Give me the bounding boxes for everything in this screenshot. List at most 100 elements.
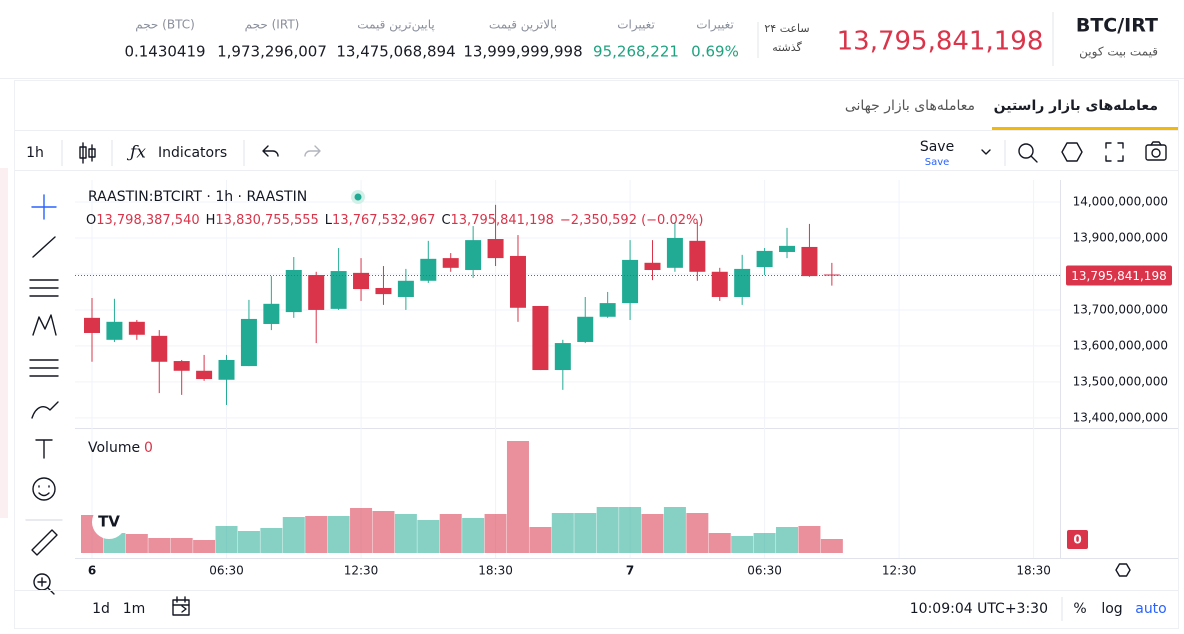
- volume-bar: [686, 513, 709, 553]
- x-tick-label: 06:30: [209, 564, 244, 578]
- screenshot[interactable]: [1145, 141, 1167, 161]
- candle-body: [599, 303, 616, 317]
- volume-bar: [148, 538, 171, 553]
- volume-bar: [282, 517, 305, 553]
- stat-label: پایین‌ترین قیمت: [357, 18, 434, 33]
- candle-body: [263, 303, 280, 324]
- trend-line-tool[interactable]: [32, 236, 56, 258]
- volume-tag-label: 0: [1073, 533, 1081, 547]
- volume-bar: [462, 518, 485, 553]
- save-menu[interactable]: [981, 149, 991, 155]
- undo[interactable]: [262, 145, 279, 157]
- volume-bar: [193, 540, 216, 553]
- save-sub: Save: [925, 157, 950, 168]
- date-range[interactable]: [172, 596, 190, 616]
- volume-bar: [574, 513, 597, 553]
- x-tick-label: 12:30: [344, 564, 379, 578]
- volume-bar: [350, 508, 373, 553]
- projection-tool[interactable]: [29, 359, 59, 377]
- volume-bar: [798, 526, 821, 553]
- tab-underline: [992, 127, 1178, 130]
- ohlc-value: 13,767,532,967: [332, 213, 435, 228]
- stat-label: بالاترین قیمت: [489, 18, 557, 33]
- volume-bar: [170, 538, 193, 553]
- tv-logo: TV: [92, 505, 126, 539]
- volume-title: Volume: [88, 440, 140, 456]
- tab-active[interactable]: معامله‌های بازار راستین: [994, 98, 1158, 114]
- stat-value: 0.69%: [691, 43, 739, 61]
- stat-label: تغییرات: [617, 18, 655, 33]
- volume-bar: [260, 528, 283, 553]
- stat-label: تغییرات: [696, 18, 734, 33]
- tab[interactable]: معامله‌های بازار جهانی: [845, 98, 975, 114]
- candle-body: [554, 343, 571, 371]
- candle-body: [442, 258, 459, 268]
- stat-value: 0.1430419: [124, 43, 205, 61]
- volume-value: 0: [144, 440, 153, 456]
- redo[interactable]: [304, 145, 321, 157]
- candle-body: [779, 245, 796, 252]
- range[interactable]: 1m: [123, 601, 146, 617]
- volume-bar: [237, 531, 260, 553]
- candle-body: [218, 359, 235, 380]
- volume-bar: [596, 507, 619, 553]
- candle-body: [577, 316, 594, 342]
- interval[interactable]: 1h: [26, 145, 44, 161]
- indicators[interactable]: Indicators: [158, 145, 227, 161]
- candle-body: [465, 240, 482, 270]
- volume-bar: [439, 514, 462, 553]
- stat-label: حجم (IRT): [245, 18, 300, 32]
- y-tick-label: 14,000,000,000: [1073, 194, 1168, 208]
- side-strip: [0, 168, 8, 518]
- volume-bar: [820, 539, 843, 553]
- ohlc-key: L: [325, 213, 333, 228]
- axis-settings[interactable]: [1115, 563, 1131, 577]
- emoji-face: [38, 485, 50, 497]
- candle-body: [106, 321, 123, 340]
- fib-tool[interactable]: [29, 279, 59, 297]
- save[interactable]: Save: [920, 139, 954, 155]
- volume-bar: [417, 520, 440, 553]
- volume-bar: [327, 516, 350, 553]
- fx-icon[interactable]: ƒx: [126, 143, 146, 163]
- auto-toggle[interactable]: auto: [1135, 601, 1167, 617]
- quick-search[interactable]: [1018, 143, 1038, 163]
- stat-value: 13,999,999,998: [463, 43, 582, 61]
- volume-bar: [506, 441, 529, 553]
- candle-body: [173, 361, 190, 371]
- volume-bar: [484, 514, 507, 553]
- brush-tool[interactable]: [31, 401, 59, 419]
- percent-toggle[interactable]: %: [1073, 601, 1086, 617]
- volume-bar: [372, 511, 395, 553]
- crosshair-tool[interactable]: [31, 194, 57, 220]
- settings[interactable]: [1061, 142, 1083, 162]
- y-tick-label: 13,700,000,000: [1073, 302, 1168, 316]
- ruler-tool[interactable]: [31, 529, 58, 556]
- range[interactable]: 1d: [92, 601, 110, 617]
- period: ۲۴ ساعت: [764, 22, 809, 35]
- candle-body: [196, 370, 213, 380]
- stat-value: 1,973,296,007: [217, 43, 327, 61]
- emoji-tool[interactable]: [32, 477, 56, 501]
- candle-body: [128, 321, 145, 335]
- x-tick-label: 18:30: [1016, 564, 1051, 578]
- candle-body: [509, 255, 526, 308]
- ohlc-value: 13,795,841,198: [451, 213, 554, 228]
- candle-icon[interactable]: [79, 142, 96, 164]
- candle-body: [666, 237, 683, 268]
- text-tool[interactable]: [35, 439, 53, 459]
- log-toggle[interactable]: log: [1101, 601, 1122, 617]
- candle-body: [532, 305, 549, 371]
- volume-bar: [619, 507, 642, 553]
- labels: 14,000,000,00013,900,000,00013,800,000,0…: [86, 189, 1172, 578]
- candle-body: [622, 259, 639, 304]
- candle-body: [689, 240, 706, 272]
- pattern-tool[interactable]: [32, 314, 57, 336]
- drawing-tools: [25, 194, 63, 595]
- fullscreen[interactable]: [1105, 142, 1124, 162]
- y-tick-label: 13,600,000,000: [1073, 338, 1168, 352]
- volume-bar: [641, 514, 664, 553]
- volume-bar: [753, 533, 776, 553]
- header: [0, 0, 1184, 78]
